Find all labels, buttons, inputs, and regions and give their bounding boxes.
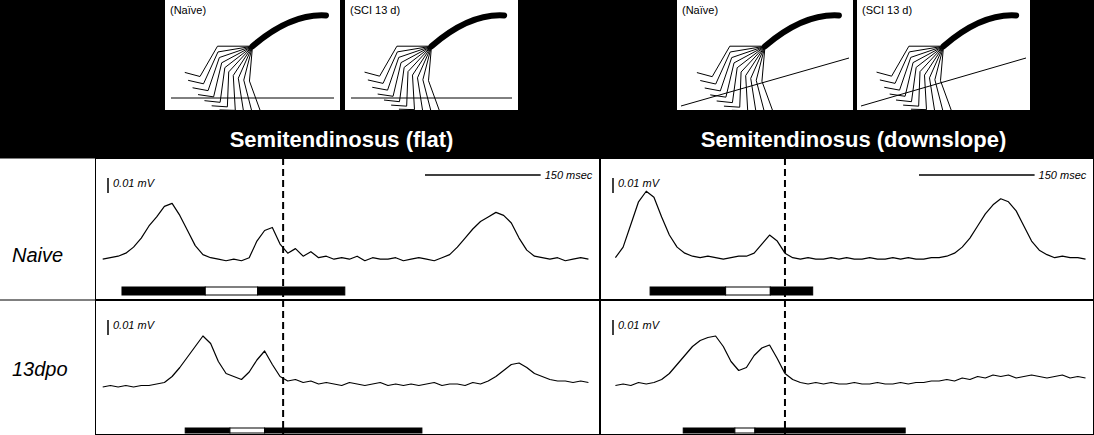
stick-box: [677, 0, 853, 110]
panel: 0.01 mV: [96, 300, 600, 435]
event-marker: [784, 300, 786, 435]
stick-limb: [212, 46, 253, 107]
emg-trace: [615, 336, 1085, 386]
stick-trunk: [944, 15, 1017, 46]
row-label: Naive: [12, 244, 63, 266]
stick-limb: [193, 46, 253, 90]
figure: (Naïve) (SCI 13 d) Semitendinosus (flat) (N…: [0, 0, 1094, 435]
ground-line: [861, 58, 1026, 106]
stick-box: [857, 0, 1030, 110]
scale-bar-x-label: 150 msec: [545, 169, 593, 181]
stick-group: (Naïve) (SCI 13 d): [677, 0, 1030, 116]
phase-bar: [726, 287, 771, 295]
scale-bar-x-label: 150 msec: [1039, 169, 1087, 181]
scale-bar-y-label: 0.01 mV: [618, 177, 661, 189]
phase-bar: [265, 428, 422, 433]
panel: 0.01 mV 150 msec: [601, 158, 1094, 300]
data-group: [615, 158, 1085, 300]
phase-bar: [258, 287, 345, 295]
header-divider: [0, 158, 1094, 159]
panel: 0.01 mV 150 msec: [96, 158, 600, 300]
emg-trace: [615, 191, 1085, 259]
stick-limb: [724, 46, 765, 107]
emg-trace: [103, 203, 589, 260]
scale-bar-y-label: 0.01 mV: [113, 177, 156, 189]
scale-bar-y: [612, 320, 614, 335]
scale-bar-y-label: 0.01 mV: [618, 319, 661, 331]
data-group: [615, 300, 1085, 435]
stick-limb: [391, 46, 431, 106]
panel-frame: [601, 301, 1094, 435]
stick-limb: [903, 46, 943, 106]
event-marker: [282, 300, 284, 435]
phase-bar: [230, 428, 265, 433]
stick-label: (SCI 13 d): [862, 4, 912, 16]
phase-bar: [755, 428, 905, 433]
stick-limb: [185, 46, 253, 76]
panel: 0.01 mV: [601, 300, 1094, 435]
scale-bar-x: [425, 174, 541, 176]
stick-limb: [378, 46, 432, 96]
column-title: Semitendinosus (flat): [230, 127, 454, 152]
stick-box: [165, 0, 340, 110]
scale-bar-y-label: 0.01 mV: [113, 319, 156, 331]
stick-trunk: [765, 15, 839, 46]
data-group: [103, 300, 589, 435]
row-divider: [0, 300, 1094, 301]
stick-limb: [880, 46, 944, 83]
scale-bar-x: [919, 174, 1035, 176]
stick-limb: [700, 46, 765, 84]
panel-frame: [601, 159, 1094, 300]
event-marker: [784, 158, 786, 300]
ground-line: [171, 98, 334, 99]
stick-limb: [877, 46, 944, 76]
stick-label: (SCI 13 d): [350, 4, 400, 16]
stick-trunk: [253, 15, 327, 46]
stick-limb: [368, 46, 432, 83]
ground-line: [351, 98, 512, 99]
stick-box: [345, 0, 518, 110]
stick-limb: [188, 46, 252, 84]
stick-label: (Naïve): [682, 4, 718, 16]
stick-limb: [198, 46, 252, 97]
panel-frame: [96, 159, 600, 300]
phase-bar: [205, 287, 257, 295]
scale-bar-y: [107, 320, 109, 335]
panel-frame: [96, 301, 600, 435]
stick-limb: [884, 46, 943, 90]
stick-label: (Naïve): [170, 4, 206, 16]
header-band: [0, 0, 1094, 158]
stick-limb: [365, 46, 432, 76]
column-title: Semitendinosus (downslope): [701, 127, 1007, 152]
phase-bar: [735, 428, 755, 433]
scale-bar-y: [612, 178, 614, 193]
phase-bar: [683, 428, 735, 433]
emg-trace: [103, 336, 589, 387]
stick-limb: [890, 46, 944, 96]
stick-trunk: [432, 15, 505, 46]
data-group: [103, 158, 589, 300]
scale-bar-y: [107, 178, 109, 193]
phase-bar: [770, 287, 812, 295]
stick-limb: [697, 46, 765, 76]
phase-bar: [122, 287, 205, 295]
row-label: 13dpo: [12, 358, 68, 380]
stick-limb: [710, 46, 765, 97]
stick-limb: [372, 46, 431, 90]
phase-bar: [650, 287, 726, 295]
stick-group: (Naïve) (SCI 13 d): [165, 0, 518, 115]
event-marker: [282, 158, 284, 300]
phase-bar: [185, 428, 230, 433]
stick-limb: [705, 46, 765, 91]
